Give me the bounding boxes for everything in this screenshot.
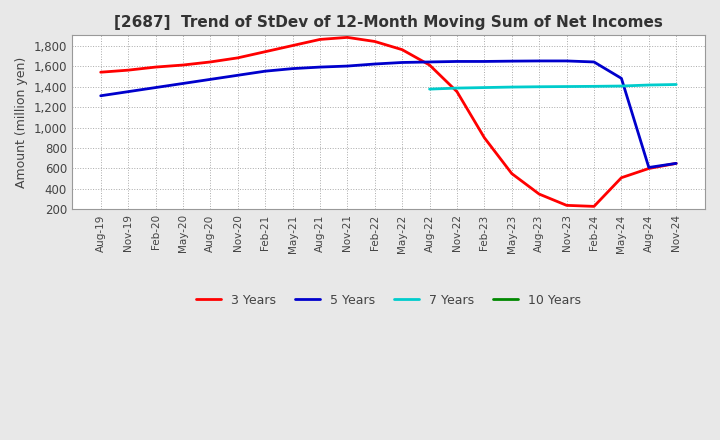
7 Years [562,84,571,89]
7 Years [672,82,680,87]
3 Years [562,203,571,208]
5 Years [151,85,160,90]
Title: [2687]  Trend of StDev of 12-Month Moving Sum of Net Incomes: [2687] Trend of StDev of 12-Month Moving… [114,15,663,30]
5 Years [398,60,407,65]
3 Years [370,39,379,44]
5 Years [233,73,242,78]
Legend: 3 Years, 5 Years, 7 Years, 10 Years: 3 Years, 5 Years, 7 Years, 10 Years [192,289,585,312]
7 Years [535,84,544,89]
3 Years [233,55,242,61]
3 Years [508,171,516,176]
5 Years [426,59,434,65]
7 Years [453,85,462,91]
3 Years [261,49,269,55]
5 Years [535,58,544,63]
5 Years [370,61,379,66]
5 Years [288,66,297,71]
3 Years [453,89,462,94]
5 Years [206,77,215,82]
5 Years [315,64,324,70]
5 Years [672,161,680,166]
3 Years [315,37,324,42]
3 Years [343,35,351,40]
7 Years [617,84,626,89]
3 Years [617,175,626,180]
5 Years [644,165,653,170]
5 Years [124,89,132,94]
5 Years [508,59,516,64]
5 Years [480,59,489,64]
7 Years [590,84,598,89]
7 Years [644,82,653,88]
Y-axis label: Amount (million yen): Amount (million yen) [15,57,28,188]
5 Years [590,59,598,65]
3 Years [206,59,215,65]
5 Years [617,76,626,81]
3 Years [535,191,544,197]
5 Years [96,93,105,99]
5 Years [453,59,462,64]
7 Years [426,87,434,92]
5 Years [562,58,571,63]
3 Years [590,204,598,209]
Line: 7 Years: 7 Years [430,84,676,89]
3 Years [398,47,407,52]
5 Years [343,63,351,69]
7 Years [480,85,489,90]
3 Years [480,135,489,140]
3 Years [96,70,105,75]
Line: 3 Years: 3 Years [101,37,676,206]
3 Years [124,67,132,73]
3 Years [644,166,653,171]
Line: 5 Years: 5 Years [101,61,676,168]
3 Years [288,43,297,48]
5 Years [179,81,187,86]
3 Years [426,62,434,68]
3 Years [672,161,680,166]
3 Years [179,62,187,68]
7 Years [508,84,516,90]
5 Years [261,69,269,74]
3 Years [151,64,160,70]
